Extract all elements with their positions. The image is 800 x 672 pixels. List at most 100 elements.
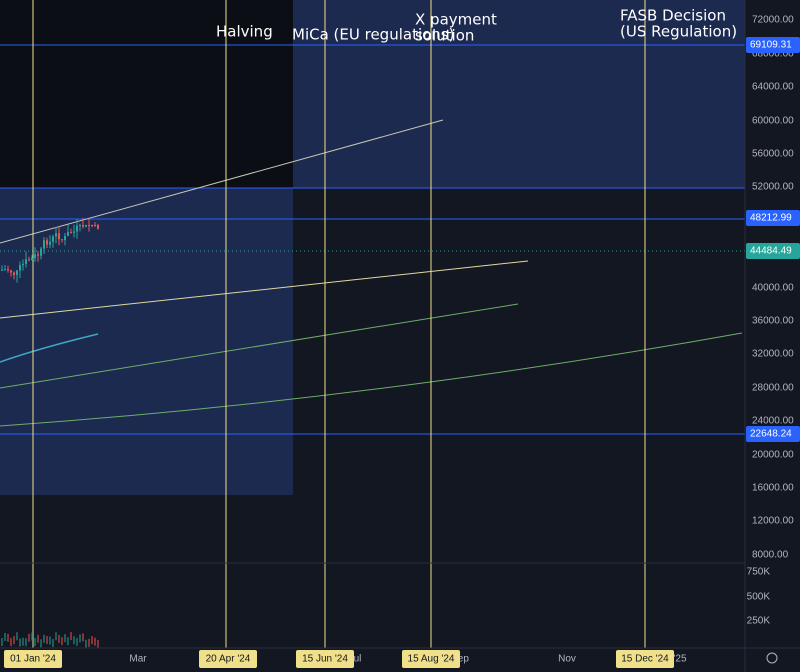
candle-body xyxy=(79,225,81,226)
candle-body xyxy=(70,232,72,234)
time-label: Nov xyxy=(558,654,576,665)
candle-body xyxy=(55,233,57,237)
candle-body xyxy=(46,240,48,245)
volume-bar xyxy=(97,639,99,648)
price-label: 36000.00 xyxy=(752,316,794,327)
candle-body xyxy=(4,269,6,271)
volume-bar xyxy=(58,634,60,643)
time-tag-bg xyxy=(199,650,257,668)
volume-label: 250K xyxy=(747,616,771,627)
volume-bar xyxy=(16,632,18,641)
volume-bar xyxy=(10,638,12,647)
candle-body xyxy=(58,233,60,240)
price-label: 28000.00 xyxy=(752,383,794,394)
candle-body xyxy=(67,232,69,237)
horizontal-levels xyxy=(0,44,745,435)
time-tag-bg xyxy=(4,650,62,668)
price-label: 40000.00 xyxy=(752,283,794,294)
price-tag: 22648.24 xyxy=(750,429,792,440)
volume-bar xyxy=(88,638,90,647)
volume-bar xyxy=(67,637,69,646)
time-tag: 01 Jan '24 xyxy=(10,654,56,665)
price-label: 32000.00 xyxy=(752,349,794,360)
trend-lines xyxy=(0,119,743,427)
event-label: X payment xyxy=(415,11,497,29)
candle-body xyxy=(28,259,30,261)
settings-icon[interactable] xyxy=(766,652,778,664)
volume-bar xyxy=(64,634,66,643)
volume-bar xyxy=(13,636,15,645)
price-tag-bg xyxy=(746,243,800,259)
candle-body xyxy=(7,269,9,271)
price-label: 12000.00 xyxy=(752,516,794,527)
candle-body xyxy=(61,239,63,241)
volume-bar xyxy=(37,634,39,643)
volume-bar xyxy=(46,636,48,645)
volume-bar xyxy=(91,636,93,645)
time-tag: 15 Jun '24 xyxy=(302,654,348,665)
price-tag: 44484.49 xyxy=(750,246,792,257)
candle-body xyxy=(34,254,36,258)
candle-body xyxy=(37,254,39,256)
time-label: Mar xyxy=(129,654,147,665)
volume-bar xyxy=(1,638,3,647)
price-label: 60000.00 xyxy=(752,116,794,127)
candle-body xyxy=(13,272,15,275)
blue-zone-left xyxy=(0,188,293,495)
candle-body xyxy=(10,270,12,273)
candle-body xyxy=(76,225,78,232)
candle-body xyxy=(64,236,66,241)
candle-body xyxy=(73,231,75,233)
volume-label: 500K xyxy=(747,592,771,603)
price-label: 72000.00 xyxy=(752,15,794,26)
candle-body xyxy=(22,263,24,266)
candle-body xyxy=(19,265,21,271)
volume-bar xyxy=(55,632,57,641)
volume-bar xyxy=(43,634,45,643)
candle-body xyxy=(52,236,54,242)
event-label: FASB Decision xyxy=(620,7,726,25)
volume-bar xyxy=(31,632,33,641)
candle-body xyxy=(97,225,99,229)
time-tag-bg xyxy=(296,650,354,668)
volume-bar xyxy=(7,633,9,642)
price-label: 68000.00 xyxy=(752,49,794,60)
candle-body xyxy=(82,225,84,227)
candles xyxy=(1,218,99,648)
time-tag-bg xyxy=(616,650,674,668)
time-tag: 15 Dec '24 xyxy=(621,654,669,665)
price-label: 52000.00 xyxy=(752,182,794,193)
candle-body xyxy=(49,241,51,245)
price-tag-bg xyxy=(746,426,800,442)
price-label: 24000.00 xyxy=(752,416,794,427)
time-tag: 20 Apr '24 xyxy=(206,654,251,665)
price-tag: 69109.31 xyxy=(750,40,792,51)
volume-bar xyxy=(28,633,30,642)
price-label: 20000.00 xyxy=(752,450,794,461)
volume-bar xyxy=(70,632,72,641)
candle-body xyxy=(43,240,45,249)
time-tag: 15 Aug '24 xyxy=(408,654,455,665)
price-label: 8000.00 xyxy=(752,550,789,561)
time-tag-bg xyxy=(402,650,460,668)
candle-body xyxy=(88,225,90,226)
candle-body xyxy=(25,259,27,264)
volume-bar xyxy=(49,636,51,645)
volume-bar xyxy=(25,638,27,647)
price-label: 16000.00 xyxy=(752,483,794,494)
candle-body xyxy=(1,269,3,271)
volume-bar xyxy=(4,632,6,641)
volume-bar xyxy=(82,633,84,642)
volume-bar xyxy=(61,637,63,646)
volume-bar xyxy=(40,639,42,648)
event-label: solution xyxy=(415,27,474,45)
volume-bar xyxy=(76,637,78,646)
candle-body xyxy=(94,225,96,226)
blue-zone-top xyxy=(293,0,745,188)
time-label: Jul xyxy=(349,654,362,665)
event-label: Halving xyxy=(216,23,273,41)
time-label: Sep xyxy=(451,654,469,665)
volume-bar xyxy=(85,639,87,648)
candle-body xyxy=(40,248,42,256)
